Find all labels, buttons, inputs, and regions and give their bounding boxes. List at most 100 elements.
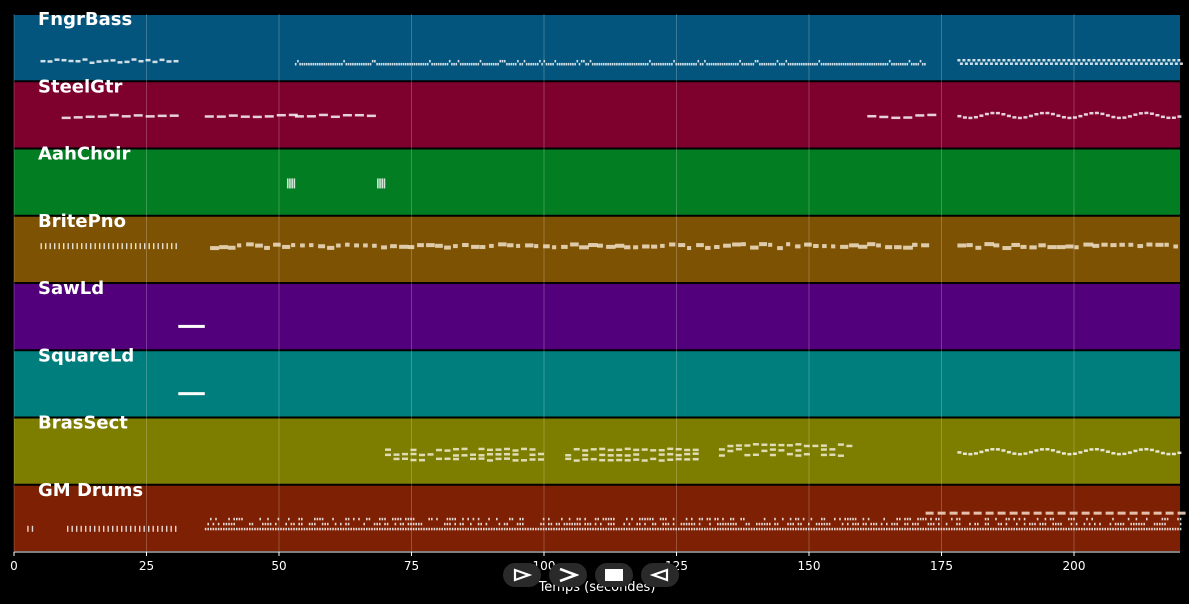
note <box>1083 527 1086 531</box>
note <box>330 115 340 119</box>
note <box>990 527 992 531</box>
note <box>728 62 730 66</box>
note <box>1119 242 1125 247</box>
note <box>803 62 805 66</box>
note <box>718 448 725 451</box>
note <box>480 522 482 526</box>
play-button[interactable] <box>503 563 541 587</box>
note <box>457 527 459 531</box>
note <box>72 243 74 250</box>
note <box>558 527 560 531</box>
note <box>340 522 342 526</box>
note <box>1045 111 1050 115</box>
note <box>166 525 168 532</box>
note <box>921 62 924 66</box>
note <box>816 62 818 66</box>
note <box>822 244 827 249</box>
note <box>737 527 740 531</box>
note <box>1128 242 1134 247</box>
note <box>587 522 589 526</box>
note <box>472 517 475 521</box>
note <box>696 243 704 248</box>
note <box>223 522 225 526</box>
note <box>327 527 329 531</box>
note <box>1143 527 1145 531</box>
note <box>906 527 909 531</box>
note <box>810 517 813 521</box>
note <box>347 527 350 531</box>
note <box>233 517 235 521</box>
note <box>588 243 598 248</box>
note <box>553 527 555 531</box>
note <box>769 453 776 457</box>
note <box>298 527 300 531</box>
note <box>616 458 623 462</box>
note <box>269 527 272 531</box>
note <box>1179 522 1182 526</box>
note <box>444 245 451 250</box>
note <box>1044 517 1047 521</box>
note <box>381 517 384 521</box>
note <box>655 62 658 66</box>
note <box>886 527 888 531</box>
note <box>1072 58 1076 62</box>
note <box>241 527 243 531</box>
note <box>1156 527 1158 531</box>
note <box>659 527 662 531</box>
note <box>529 453 536 457</box>
note <box>1166 452 1171 456</box>
note <box>486 62 488 66</box>
note <box>1023 116 1028 119</box>
note <box>478 454 485 457</box>
note <box>404 62 407 66</box>
note <box>800 62 803 66</box>
note <box>67 525 69 532</box>
note <box>356 62 359 66</box>
note <box>844 527 846 531</box>
note <box>512 62 515 66</box>
note <box>795 527 797 531</box>
note <box>1027 58 1031 62</box>
note <box>616 454 623 457</box>
note <box>143 525 145 532</box>
note <box>1142 58 1146 62</box>
note <box>1096 527 1099 531</box>
note <box>1056 450 1061 454</box>
note <box>1157 58 1161 62</box>
note <box>972 58 976 62</box>
note <box>323 62 326 66</box>
note <box>904 517 906 521</box>
note <box>778 449 785 452</box>
note <box>299 62 301 66</box>
track-notes <box>40 58 1183 66</box>
note <box>795 443 802 446</box>
note <box>884 62 887 66</box>
note <box>724 527 727 531</box>
note <box>152 525 154 532</box>
note <box>628 522 631 526</box>
forward-button[interactable] <box>549 563 587 587</box>
note <box>1161 522 1164 526</box>
note <box>233 522 235 526</box>
note <box>521 447 527 451</box>
note <box>594 527 597 531</box>
note <box>366 114 376 118</box>
note <box>585 62 587 66</box>
note <box>717 527 719 531</box>
note <box>756 522 758 526</box>
rewind-button[interactable] <box>641 563 679 587</box>
note <box>1102 58 1106 62</box>
note <box>860 527 862 531</box>
note <box>904 527 906 531</box>
note <box>642 62 645 66</box>
note <box>449 527 451 531</box>
note <box>618 62 620 66</box>
note <box>774 517 776 521</box>
note <box>97 115 107 118</box>
note <box>995 448 1000 451</box>
note <box>366 527 368 531</box>
stop-button[interactable] <box>595 563 633 587</box>
note <box>639 522 641 526</box>
note <box>809 62 812 66</box>
note <box>627 62 629 66</box>
